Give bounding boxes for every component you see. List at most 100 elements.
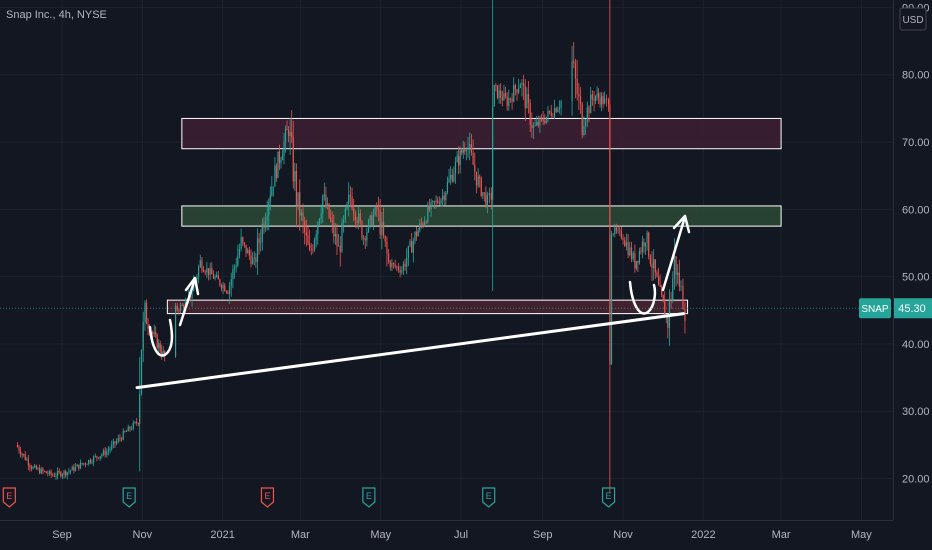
candle-body bbox=[433, 201, 435, 203]
candle-body bbox=[637, 261, 639, 263]
candle-body bbox=[445, 192, 447, 201]
candle-body bbox=[547, 110, 549, 117]
time-tick: Nov bbox=[133, 529, 153, 541]
candle-body bbox=[264, 220, 267, 229]
candle-body bbox=[261, 223, 263, 242]
candle-body bbox=[472, 152, 474, 165]
candle-body bbox=[402, 263, 405, 271]
candle-body bbox=[112, 441, 114, 445]
earnings-icon bbox=[122, 487, 136, 508]
candle-body bbox=[658, 276, 660, 285]
zone-support-resistance bbox=[181, 205, 782, 227]
candle-body bbox=[651, 264, 653, 268]
candle-body bbox=[389, 261, 391, 268]
earnings-marker[interactable]: E bbox=[2, 487, 16, 508]
candle-body bbox=[69, 470, 72, 472]
candle-body bbox=[161, 351, 163, 356]
candle-body bbox=[604, 98, 606, 104]
candle-body bbox=[544, 121, 546, 123]
earnings-label: E bbox=[126, 491, 132, 501]
candle-body bbox=[527, 93, 530, 103]
candle-body bbox=[384, 235, 386, 242]
candle-body bbox=[101, 454, 103, 457]
time-tick: May bbox=[370, 529, 391, 541]
zones bbox=[166, 117, 782, 315]
earnings-marker[interactable]: E bbox=[362, 487, 376, 508]
candle-body bbox=[24, 454, 26, 460]
candle-body bbox=[594, 96, 597, 101]
candle-body bbox=[531, 124, 533, 129]
candle-body bbox=[97, 457, 100, 459]
candle-body bbox=[358, 213, 360, 224]
price-axis[interactable]: 20.0030.0040.0050.0060.0070.0080.0090.00… bbox=[859, 0, 932, 550]
candle-body bbox=[240, 237, 242, 249]
candle-body bbox=[381, 221, 383, 235]
candle-body bbox=[139, 394, 141, 425]
candle-body bbox=[63, 470, 65, 475]
candle-body bbox=[477, 176, 479, 186]
candle-body bbox=[437, 200, 439, 203]
candle-body bbox=[156, 334, 158, 348]
candle-body bbox=[336, 234, 338, 247]
candle-body bbox=[248, 250, 250, 256]
candle-body bbox=[438, 202, 440, 204]
candle-body bbox=[79, 462, 82, 469]
time-axis[interactable]: Sep Nov 2021 Mar May Jul Sep Nov 2022 Mar May bbox=[0, 520, 893, 542]
price-axis-bg bbox=[893, 0, 932, 550]
time-tick: Sep bbox=[533, 529, 553, 541]
candle-body bbox=[302, 212, 304, 222]
candle-body bbox=[337, 245, 340, 247]
candle-body bbox=[602, 96, 604, 104]
candle-body bbox=[493, 84, 495, 107]
candle-body bbox=[330, 217, 332, 221]
candle-body bbox=[521, 83, 523, 85]
candle-body bbox=[435, 200, 437, 203]
candle-body bbox=[278, 151, 281, 163]
candle-body bbox=[145, 302, 148, 324]
candle-body bbox=[284, 129, 287, 142]
candle-body bbox=[557, 109, 559, 112]
earnings-marker[interactable]: E bbox=[122, 487, 136, 508]
candle-body bbox=[183, 305, 185, 308]
candle-body bbox=[71, 466, 73, 471]
earnings-icon bbox=[601, 487, 616, 508]
candle-body bbox=[362, 238, 365, 239]
candle-body bbox=[545, 116, 547, 123]
symbol-badge bbox=[859, 298, 891, 319]
candle-body bbox=[640, 251, 642, 253]
candle-body bbox=[198, 266, 200, 277]
time-tick: Jul bbox=[454, 529, 468, 541]
candle-body bbox=[102, 450, 105, 455]
candle-body bbox=[73, 466, 75, 471]
earnings-marker[interactable]: E bbox=[601, 487, 616, 508]
candle-body bbox=[677, 272, 679, 276]
price-tick: 20.00 bbox=[902, 474, 930, 486]
candle-body bbox=[451, 174, 453, 182]
candle-body bbox=[125, 431, 128, 432]
candle-body bbox=[275, 165, 278, 178]
candle-body bbox=[593, 99, 595, 101]
currency-box[interactable] bbox=[899, 7, 927, 31]
candle-body bbox=[599, 98, 601, 105]
candle-body bbox=[204, 271, 206, 273]
candle-body bbox=[237, 255, 239, 266]
candle-body bbox=[219, 279, 221, 286]
candle-body bbox=[597, 93, 600, 99]
candle-body bbox=[617, 229, 619, 231]
candle-body bbox=[453, 173, 455, 182]
time-tick: Sep bbox=[52, 529, 72, 541]
candle-body bbox=[524, 86, 526, 109]
earnings-marker[interactable]: E bbox=[260, 487, 275, 508]
candle-body bbox=[61, 474, 64, 477]
candle-body bbox=[596, 93, 598, 97]
candle-body bbox=[591, 94, 593, 100]
candle-body bbox=[351, 196, 353, 209]
candle-body bbox=[227, 291, 229, 294]
candle-body bbox=[53, 475, 55, 477]
candle-body bbox=[605, 98, 608, 100]
candle-body bbox=[614, 227, 616, 234]
earnings-marker[interactable]: E bbox=[482, 487, 496, 508]
currency-label[interactable]: USD bbox=[902, 15, 923, 26]
candle-body bbox=[641, 241, 644, 252]
